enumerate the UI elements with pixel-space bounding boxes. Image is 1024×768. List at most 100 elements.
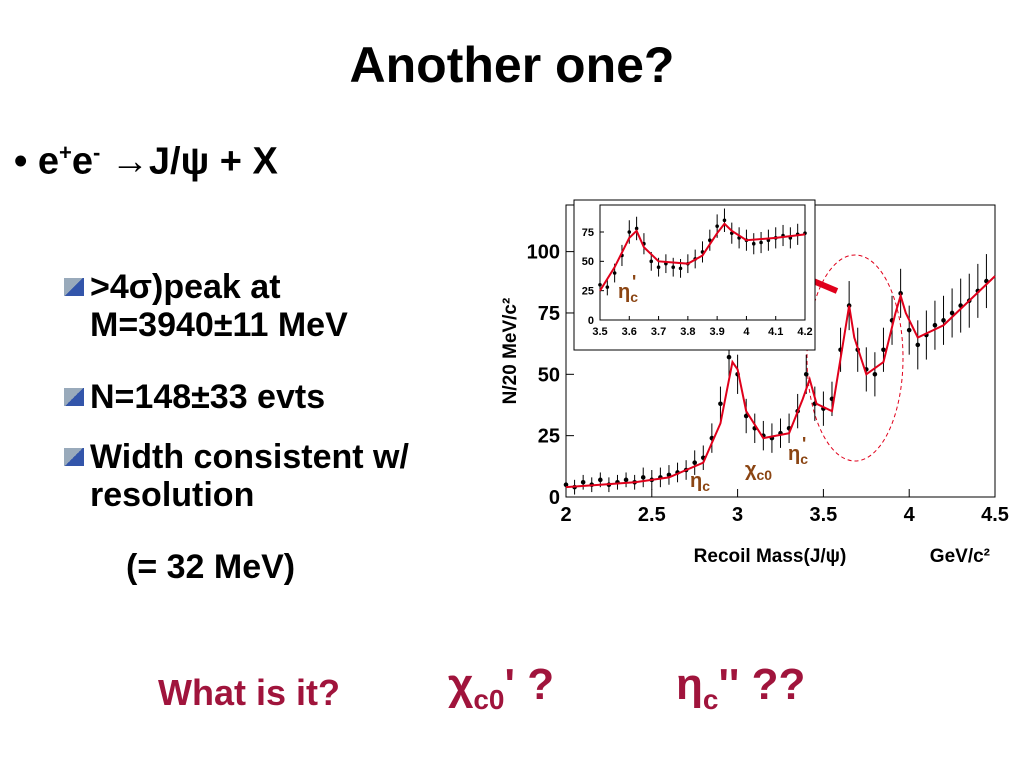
x-tick-label: 4.5 [981,504,1009,526]
option: ηc'' ?? [676,660,805,716]
annotation: ηc [690,470,710,494]
y-tick-label: 75 [538,303,560,325]
x-tick-label: 4 [904,504,916,526]
data-point [751,241,756,246]
x-tick-label: 2 [560,504,571,526]
data-point [718,401,723,407]
text: + [59,140,72,165]
y-tick-label: 25 [582,286,594,298]
y-tick-label: 50 [538,364,560,386]
text: ? [527,660,555,709]
sub-bullet: N=148±33 evts [64,378,464,416]
text: - [93,140,101,165]
data-point [649,259,654,264]
annotation: χc0 [745,459,772,483]
bullet: • e+e- →J/ψ + X [14,140,278,183]
data-point [563,482,569,488]
fit-curve [565,275,996,489]
x-tick-label: 3.7 [651,326,666,338]
y-axis-label: N/20 MeV/c² [500,298,521,405]
x-tick-label: 4.1 [768,326,783,338]
data-point [656,265,661,269]
text: e [37,140,60,183]
x-tick-label: 3 [732,504,743,526]
data-point [872,372,878,377]
data-point [598,477,603,483]
data-point [722,218,727,223]
data-point [640,475,646,480]
y-tick-label: 0 [588,315,594,327]
fit-curve [599,222,806,292]
text: J/ψ + X [148,140,278,183]
x-tick-label: 3.6 [622,326,637,338]
data-point [715,224,719,228]
data-point [671,265,676,269]
annotation-symbol: η [788,443,800,465]
x-axis-label: Recoil Mass(J/ψ) [694,546,847,567]
y-tick-label: 100 [527,242,560,264]
annotation-symbol: χ [745,459,757,481]
text: >4σ)peak at M=3940±11 MeV [90,268,348,344]
data-point [759,240,763,245]
text: → [110,140,149,183]
data-point [906,327,912,333]
data-point [915,342,921,348]
annotation-sub: c [630,289,638,305]
data-point [605,285,610,289]
x-tick-label: 4 [743,326,750,338]
y-tick-label: 75 [582,227,594,239]
text: ' [504,660,515,709]
text: η [676,660,703,709]
plot: 2 2.5 3 3.5 4 4.5 0 25 50 75 100 N/20 MeV/c² Recoil … [500,199,1009,567]
y-tick-label: 25 [538,426,560,448]
data-point [623,477,629,483]
slide-title: Another one? [349,37,675,93]
annotation-prime: ' [632,272,636,292]
data-point [932,322,938,328]
text: N=148±33 evts [90,378,326,416]
annotation-sub: c0 [757,467,773,483]
sub-bullet: Width consistent w/ resolution [64,438,464,514]
y-tick-label: 50 [582,256,594,268]
annotation-prime: ' [802,434,806,454]
data-point [743,413,749,419]
highlight [806,254,904,462]
x-tick-label: 3.8 [680,326,695,338]
data-point [598,282,602,287]
sub-bullet: (= 32 MeV) [100,548,500,586]
y-tick-label: 0 [549,487,560,509]
question: What is it? [158,672,340,713]
data-point [678,266,683,271]
data-point [881,347,886,353]
text: c0 [473,683,505,715]
x-tick-label: 3.9 [709,326,724,338]
sub-bullet: >4σ)peak at M=3940±11 MeV [64,268,464,344]
annotation-symbol: η [690,470,702,492]
data-point [612,271,617,275]
data-point [627,230,632,234]
data-point [803,372,809,377]
text: ?? [751,660,806,709]
text: '' [718,660,740,709]
x-tick-label: 3.5 [809,504,837,526]
data-point [949,310,955,316]
text: Width consistent w/ resolution [90,438,409,514]
annotation-sub: c [702,478,710,494]
plot-frame [599,204,806,321]
text: c [702,683,719,715]
x-tick-label: 3.5 [592,326,607,338]
option: χc0' ? [448,660,554,716]
data-point [692,460,697,465]
text: e [71,140,94,183]
text: (= 32 MeV) [126,548,296,586]
annotation-symbol: η [618,281,630,303]
x-tick-label: 4.2 [797,326,812,338]
annotation-sub: c [800,451,808,467]
data-point [634,226,639,231]
data-point [726,354,732,360]
annotation: ηc' [788,434,808,467]
annotation: ηc' [618,272,638,305]
x-tick-label: 2.5 [638,504,666,526]
x-axis-unit: GeV/c² [930,546,990,567]
